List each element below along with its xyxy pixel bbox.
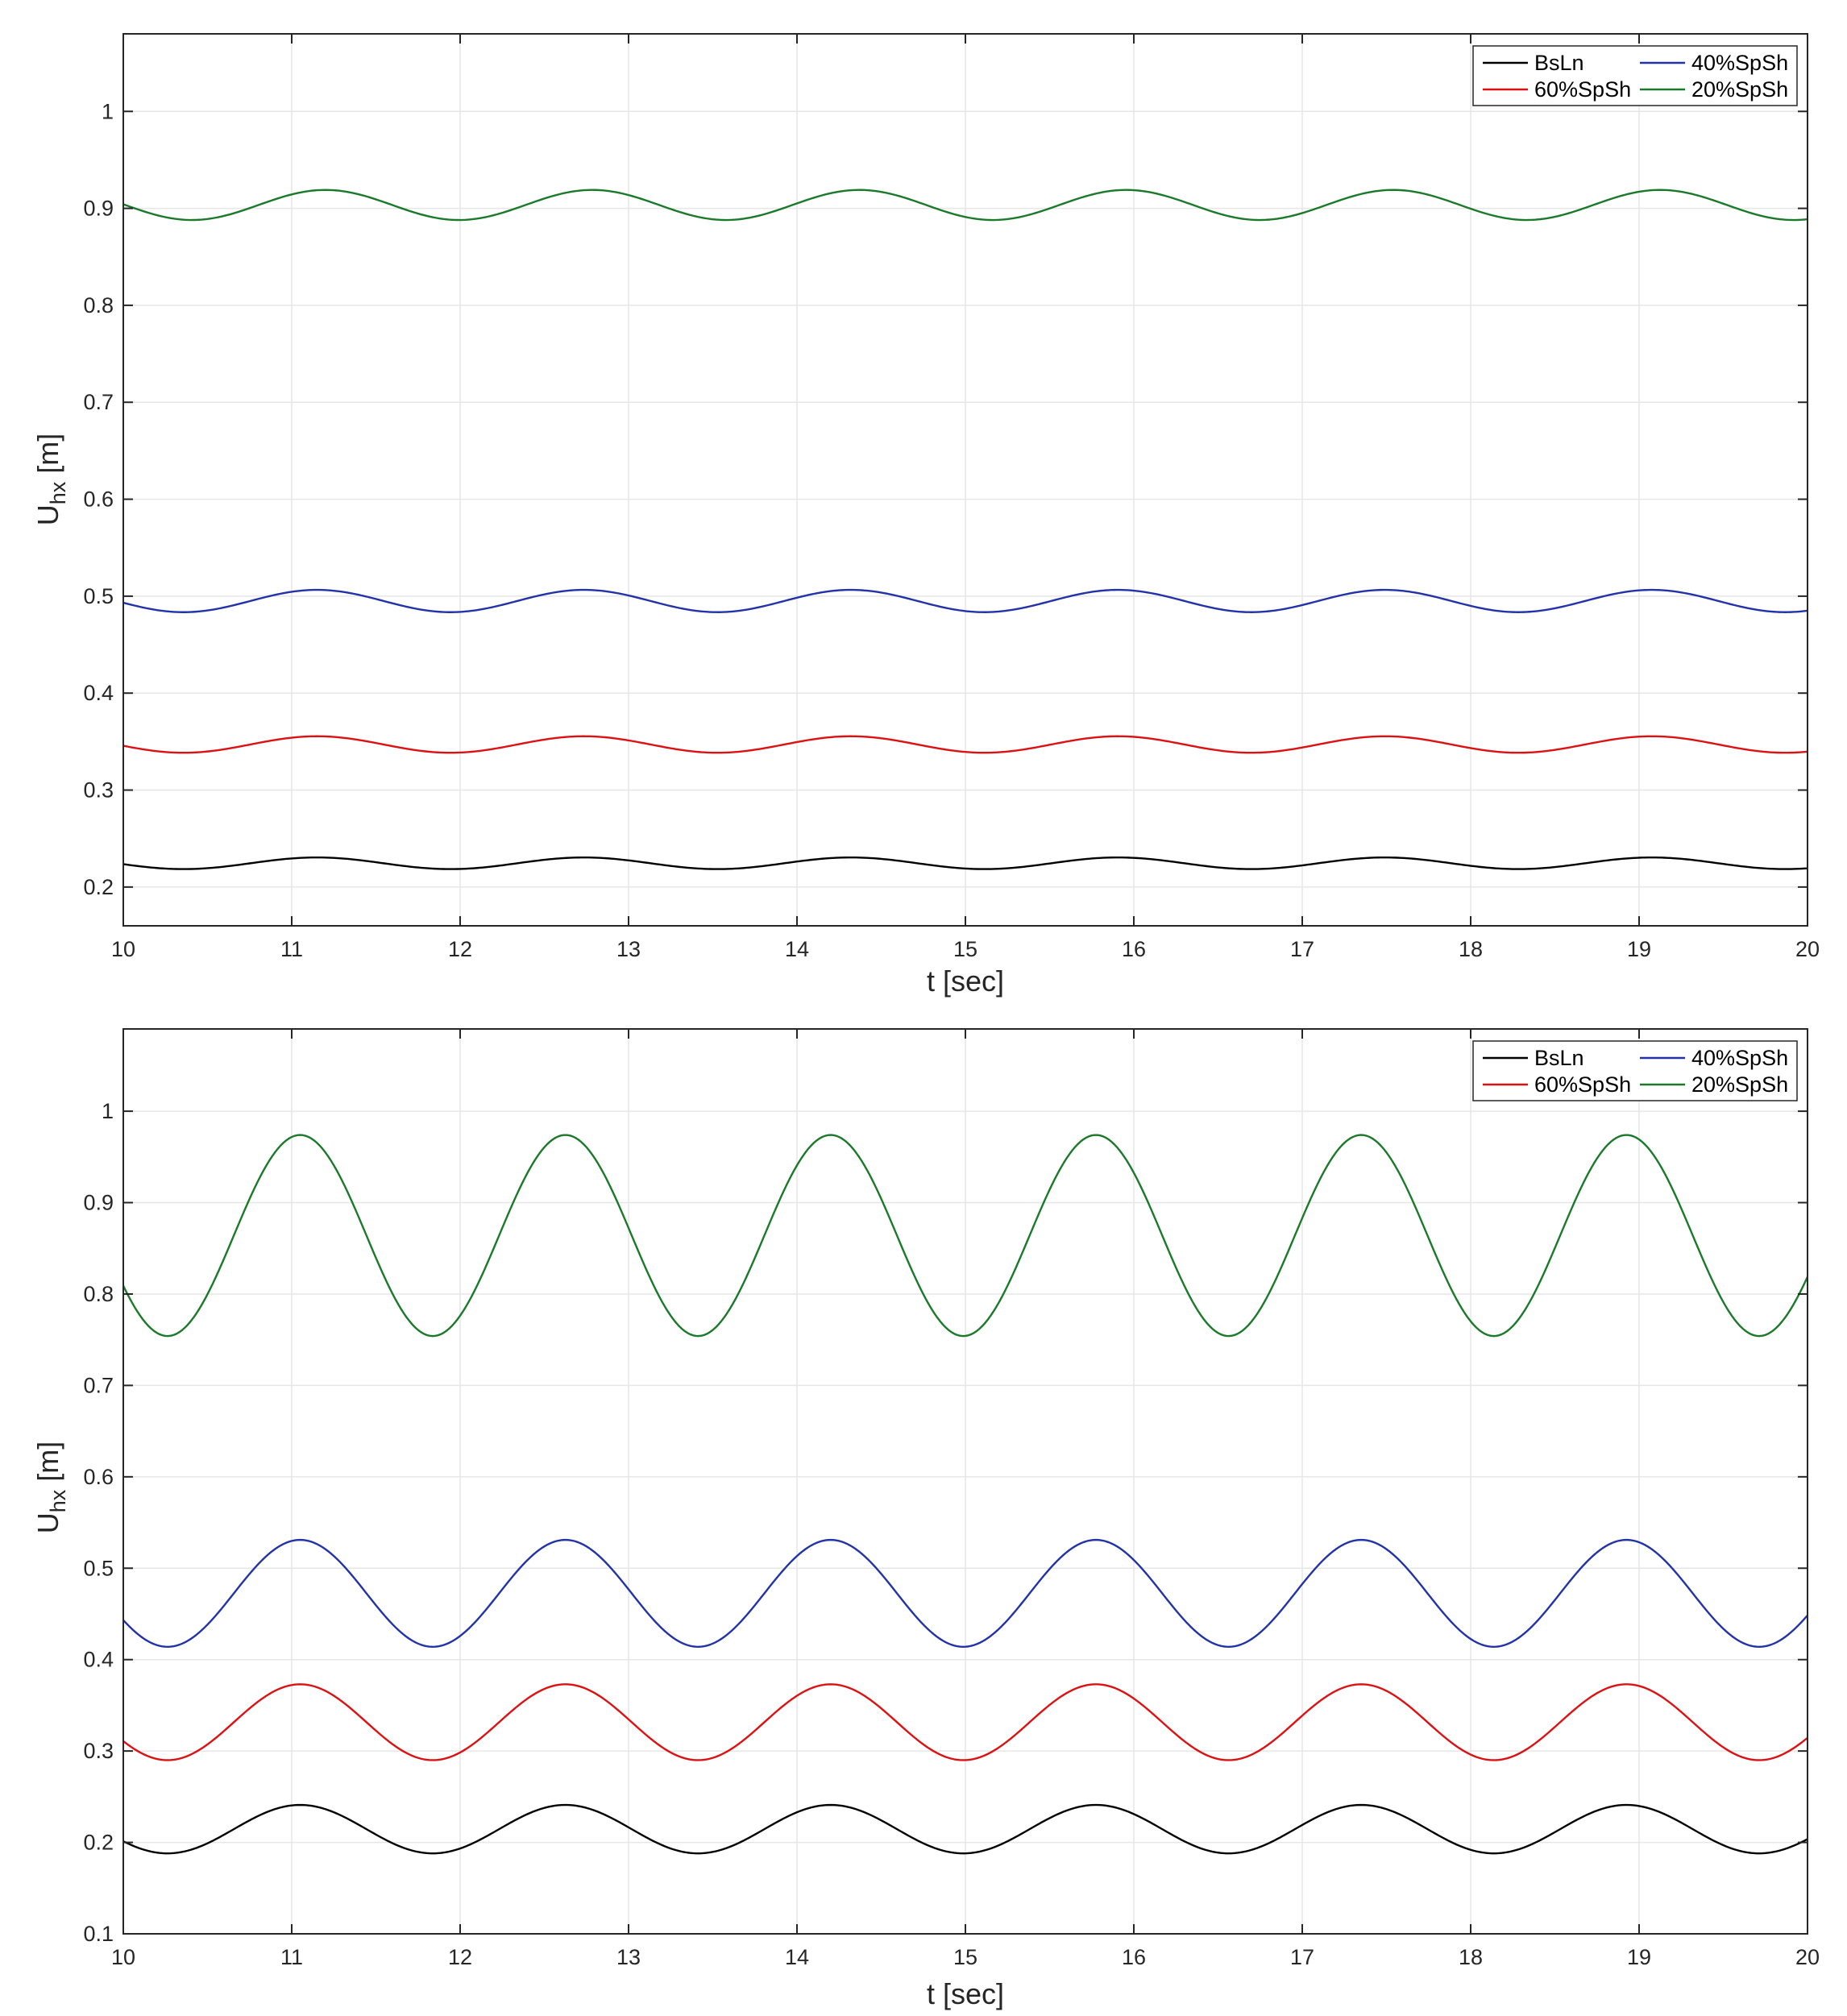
x-tick-label: 17 xyxy=(1290,937,1314,961)
x-tick-label: 13 xyxy=(616,937,641,961)
x-axis-title: t [sec] xyxy=(927,964,1004,998)
x-tick-label: 20 xyxy=(1795,937,1820,961)
legend-label: BsLn xyxy=(1534,51,1584,75)
y-tick-label: 0.3 xyxy=(83,778,114,803)
y-tick-label: 1 xyxy=(102,99,114,123)
legend-label: 60%SpSh xyxy=(1534,77,1631,102)
y-tick-label: 0.1 xyxy=(83,1922,114,1946)
y-tick-label: 0.3 xyxy=(83,1739,114,1763)
series-line-60-spsh xyxy=(122,1683,1808,1761)
y-tick-label: 0.4 xyxy=(83,1648,114,1672)
legend-label: BsLn xyxy=(1534,1046,1584,1070)
x-tick-label: 19 xyxy=(1627,937,1651,961)
x-tick-label: 10 xyxy=(111,1945,135,1969)
legend-label: 20%SpSh xyxy=(1691,77,1788,102)
y-axis-title-unit: [m] xyxy=(31,433,64,482)
legend: BsLn 40%SpSh 60%SpSh 20%SpSh xyxy=(1472,45,1798,106)
y-tick-label: 1 xyxy=(102,1099,114,1123)
y-tick-label: 0.4 xyxy=(83,681,114,705)
y-axis-title-subscript: hx xyxy=(46,1489,70,1512)
y-axis-title: Uhx [m] xyxy=(31,433,70,526)
series-layer xyxy=(122,1134,1809,1855)
x-tick-label: 13 xyxy=(616,1945,641,1969)
y-tick-label: 0.5 xyxy=(83,584,114,608)
x-axis-title: t [sec] xyxy=(927,1977,1004,2010)
ticks: 10 11 12 13 14 15 16 17 18 19 20 0.1 0.2 0.3 0.4 0.5 0.6… xyxy=(83,1029,1820,1969)
x-tick-label: 11 xyxy=(280,937,303,961)
legend-box xyxy=(1472,1040,1798,1101)
legend-label: 40%SpSh xyxy=(1691,1046,1788,1070)
legend-label: 20%SpSh xyxy=(1691,1072,1788,1097)
y-tick-label: 0.9 xyxy=(83,1191,114,1215)
x-tick-label: 16 xyxy=(1122,937,1146,961)
grid xyxy=(123,34,1808,926)
y-axis-title-main: U xyxy=(31,504,64,525)
ticks: 10 11 12 13 14 15 16 17 18 19 20 0.2 0.3 0.4 0.5 0.6 0.7… xyxy=(83,34,1820,961)
legend-label: 40%SpSh xyxy=(1691,51,1788,75)
x-tick-label: 20 xyxy=(1795,1945,1820,1969)
x-tick-label: 12 xyxy=(448,1945,472,1969)
x-tick-label: 14 xyxy=(785,1945,809,1969)
y-tick-label: 0.7 xyxy=(83,390,114,414)
bottom-line-chart: 10 11 12 13 14 15 16 17 18 19 20 0.1 0.2 0.3 0.4 0.5 0.6… xyxy=(31,1028,1820,2010)
series-line-bsln xyxy=(122,1803,1808,1855)
y-axis-title-subscript: hx xyxy=(46,481,70,504)
legend-box xyxy=(1472,45,1798,106)
y-axis-title: Uhx [m] xyxy=(31,1441,70,1534)
y-tick-label: 0.2 xyxy=(83,875,114,899)
legend: BsLn 40%SpSh 60%SpSh 20%SpSh xyxy=(1472,1040,1798,1101)
grid xyxy=(123,1029,1808,1934)
y-tick-label: 0.9 xyxy=(83,197,114,221)
series-line-40-spsh xyxy=(122,588,1808,613)
x-tick-label: 18 xyxy=(1459,1945,1483,1969)
series-line-20-spsh xyxy=(122,189,1808,222)
y-tick-label: 0.8 xyxy=(83,293,114,317)
x-tick-label: 15 xyxy=(953,937,977,961)
legend-label: 60%SpSh xyxy=(1534,1072,1631,1097)
series-line-20-spsh xyxy=(122,1134,1809,1338)
y-tick-label: 0.5 xyxy=(83,1556,114,1580)
x-tick-label: 15 xyxy=(953,1945,977,1969)
x-tick-label: 11 xyxy=(280,1945,303,1969)
series-line-40-spsh xyxy=(122,1538,1808,1649)
x-tick-label: 10 xyxy=(111,937,135,961)
y-tick-label: 0.6 xyxy=(83,487,114,512)
y-axis-title-unit: [m] xyxy=(31,1441,64,1490)
series-line-60-spsh xyxy=(122,735,1808,754)
x-tick-label: 14 xyxy=(785,937,809,961)
y-tick-label: 0.7 xyxy=(83,1373,114,1397)
x-tick-label: 17 xyxy=(1290,1945,1314,1969)
x-tick-label: 18 xyxy=(1459,937,1483,961)
y-tick-label: 0.2 xyxy=(83,1831,114,1855)
top-line-chart: 10 11 12 13 14 15 16 17 18 19 20 0.2 0.3 0.4 0.5 0.6 0.7… xyxy=(31,33,1820,998)
series-line-bsln xyxy=(122,856,1808,870)
x-tick-label: 19 xyxy=(1627,1945,1651,1969)
y-tick-label: 0.8 xyxy=(83,1282,114,1306)
series-layer xyxy=(122,189,1808,870)
chart-panel-bottom: 10 11 12 13 14 15 16 17 18 19 20 0.1 0.2 0.3 0.4 0.5 0.6… xyxy=(0,1008,1847,2016)
y-axis-title-main: U xyxy=(31,1512,64,1533)
x-tick-label: 16 xyxy=(1122,1945,1146,1969)
chart-panel-top: 10 11 12 13 14 15 16 17 18 19 20 0.2 0.3 0.4 0.5 0.6 0.7… xyxy=(31,33,1820,998)
y-tick-label: 0.6 xyxy=(83,1465,114,1489)
x-tick-label: 12 xyxy=(448,937,472,961)
